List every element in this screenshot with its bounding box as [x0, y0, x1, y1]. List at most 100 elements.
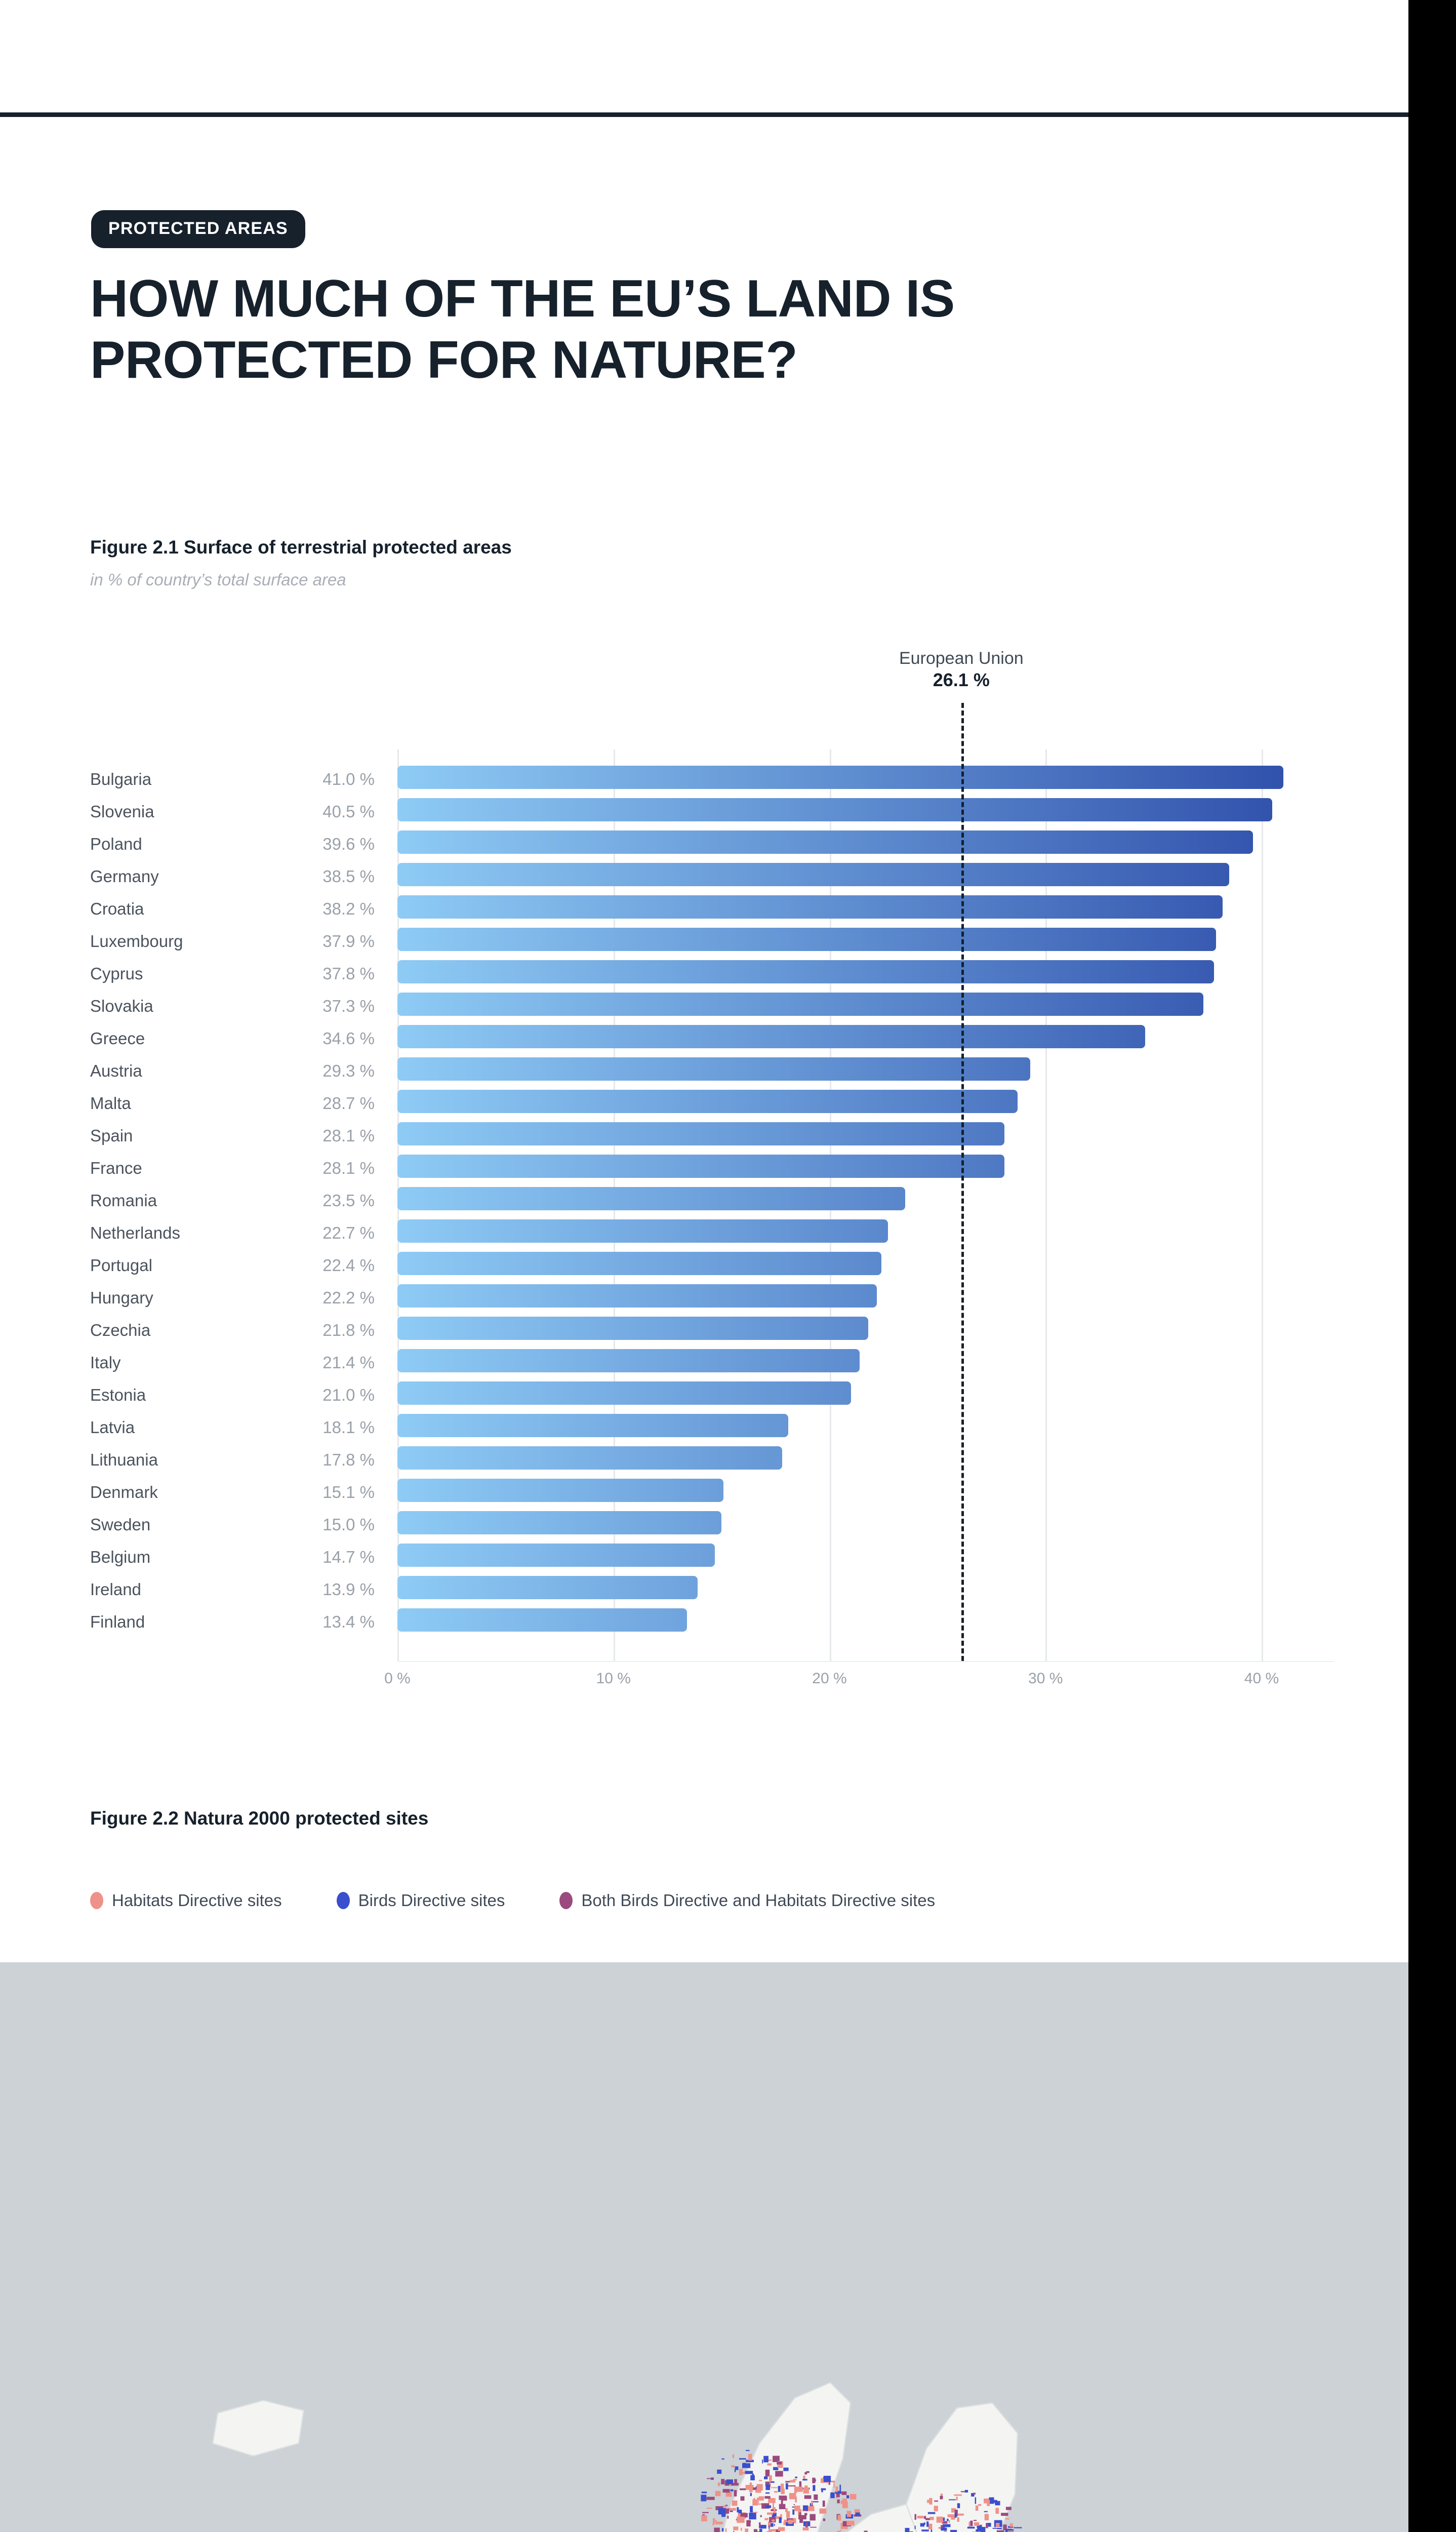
chart-row: Czechia 21.8 % — [0, 1316, 1408, 1348]
chart-bar — [397, 1090, 1018, 1113]
country-value: 22.7 % — [322, 1223, 375, 1242]
country-label: Slovakia — [90, 997, 153, 1015]
country-label: Romania — [90, 1191, 157, 1210]
chart-bar — [397, 1317, 869, 1340]
figure-1-title: Figure 2.1 Surface of terrestrial protec… — [90, 537, 512, 558]
chart-bar — [397, 1479, 724, 1502]
country-label: Ireland — [90, 1580, 141, 1599]
country-value: 34.6 % — [322, 1029, 375, 1048]
country-label: Austria — [90, 1061, 142, 1080]
chart-bar — [397, 863, 1229, 886]
country-label: Poland — [90, 835, 142, 853]
country-label: Finland — [90, 1612, 145, 1631]
country-label: Denmark — [90, 1483, 158, 1501]
country-label: Sweden — [90, 1515, 151, 1534]
chart-bar — [397, 928, 1217, 951]
chart-row: Greece 34.6 % — [0, 1024, 1408, 1056]
country-value: 41.0 % — [322, 770, 375, 788]
chart-x-tick-label: 30 % — [1028, 1670, 1063, 1687]
chart-bar — [397, 1349, 860, 1372]
country-value: 29.3 % — [322, 1061, 375, 1080]
country-value: 37.9 % — [322, 932, 375, 951]
section-kicker-badge: PROTECTED AREAS — [91, 210, 305, 248]
chart-row: France 28.1 % — [0, 1154, 1408, 1186]
country-label: France — [90, 1159, 142, 1177]
europe-map-svg — [212, 2382, 1022, 2532]
country-value: 14.7 % — [322, 1548, 375, 1566]
eu-reference-name: European Union — [899, 649, 1024, 668]
country-label: Greece — [90, 1029, 145, 1048]
legend-swatch-icon — [336, 1892, 350, 1909]
legend-label: Birds Directive sites — [358, 1891, 505, 1910]
country-label: Lithuania — [90, 1450, 158, 1469]
country-value: 23.5 % — [322, 1191, 375, 1210]
chart-row: Lithuania 17.8 % — [0, 1445, 1408, 1478]
chart-row: Slovenia 40.5 % — [0, 797, 1408, 829]
chart-gridline — [1262, 749, 1263, 1661]
country-value: 17.8 % — [322, 1450, 375, 1469]
natura2000-map — [0, 1962, 1408, 2532]
chart-row: Austria 29.3 % — [0, 1056, 1408, 1089]
chart-row: Luxembourg 37.9 % — [0, 927, 1408, 959]
chart-bar — [397, 1025, 1145, 1048]
country-value: 18.1 % — [322, 1418, 375, 1437]
country-value: 28.7 % — [322, 1094, 375, 1113]
chart-row: Netherlands 22.7 % — [0, 1218, 1408, 1251]
legend-label: Both Birds Directive and Habitats Direct… — [581, 1891, 936, 1910]
country-label: Slovenia — [90, 802, 154, 821]
country-value: 39.6 % — [322, 835, 375, 853]
chart-row: Romania 23.5 % — [0, 1186, 1408, 1218]
chart-row: Latvia 18.1 % — [0, 1413, 1408, 1445]
country-value: 38.5 % — [322, 867, 375, 886]
chart-row: Croatia 38.2 % — [0, 894, 1408, 927]
chart-bar — [397, 1381, 852, 1405]
chart-row: Sweden 15.0 % — [0, 1510, 1408, 1542]
bar-chart: 0 % 10 % 20 % 30 % 40 % Bulgaria 41.0 % Sloveni… — [0, 649, 1408, 1722]
legend-item: Both Birds Directive and Habitats Direct… — [559, 1891, 935, 1910]
chart-row: Finland 13.4 % — [0, 1607, 1408, 1640]
chart-bar — [397, 1155, 1005, 1178]
chart-bar — [397, 1219, 888, 1243]
chart-bar — [397, 798, 1273, 821]
figure-2-title: Figure 2.2 Natura 2000 protected sites — [90, 1808, 429, 1829]
country-value: 37.3 % — [322, 997, 375, 1015]
country-value: 21.4 % — [322, 1353, 375, 1372]
chart-bar — [397, 1511, 722, 1534]
country-label: Germany — [90, 867, 159, 886]
country-value: 22.2 % — [322, 1288, 375, 1307]
page-title: HOW MUCH OF THE EU’S LAND IS PROTECTED F… — [90, 269, 955, 389]
figure-1-subtitle: in % of country’s total surface area — [90, 570, 346, 589]
map-legend: Habitats Directive sites Birds Directive … — [90, 1888, 990, 1913]
country-label: Malta — [90, 1094, 131, 1113]
chart-row: Belgium 14.7 % — [0, 1542, 1408, 1575]
country-label: Cyprus — [90, 964, 143, 983]
country-label: Czechia — [90, 1321, 151, 1339]
header-divider — [0, 112, 1408, 117]
country-label: Portugal — [90, 1256, 152, 1275]
country-value: 40.5 % — [322, 802, 375, 821]
chart-row: Italy 21.4 % — [0, 1348, 1408, 1380]
country-value: 28.1 % — [322, 1126, 375, 1145]
chart-row: Hungary 22.2 % — [0, 1283, 1408, 1316]
country-label: Belgium — [90, 1548, 151, 1566]
chart-row: Germany 38.5 % — [0, 862, 1408, 894]
chart-row: Bulgaria 41.0 % — [0, 765, 1408, 797]
chart-bar — [397, 1608, 687, 1632]
country-value: 21.8 % — [322, 1321, 375, 1339]
chart-bar — [397, 960, 1215, 983]
chart-bar — [397, 766, 1283, 789]
country-label: Estonia — [90, 1386, 146, 1404]
country-label: Netherlands — [90, 1223, 180, 1242]
chart-row: Denmark 15.1 % — [0, 1478, 1408, 1510]
chart-x-tick-label: 40 % — [1244, 1670, 1279, 1687]
chart-row: Portugal 22.4 % — [0, 1251, 1408, 1283]
country-value: 28.1 % — [322, 1159, 375, 1177]
country-value: 21.0 % — [322, 1386, 375, 1404]
chart-bar — [397, 1414, 789, 1437]
chart-bar — [397, 993, 1203, 1016]
country-value: 15.1 % — [322, 1483, 375, 1501]
legend-label: Habitats Directive sites — [112, 1891, 282, 1910]
eu-reference-label: European Union 26.1 % — [810, 648, 1113, 691]
country-value: 15.0 % — [322, 1515, 375, 1534]
eu-reference-line — [961, 703, 964, 1661]
